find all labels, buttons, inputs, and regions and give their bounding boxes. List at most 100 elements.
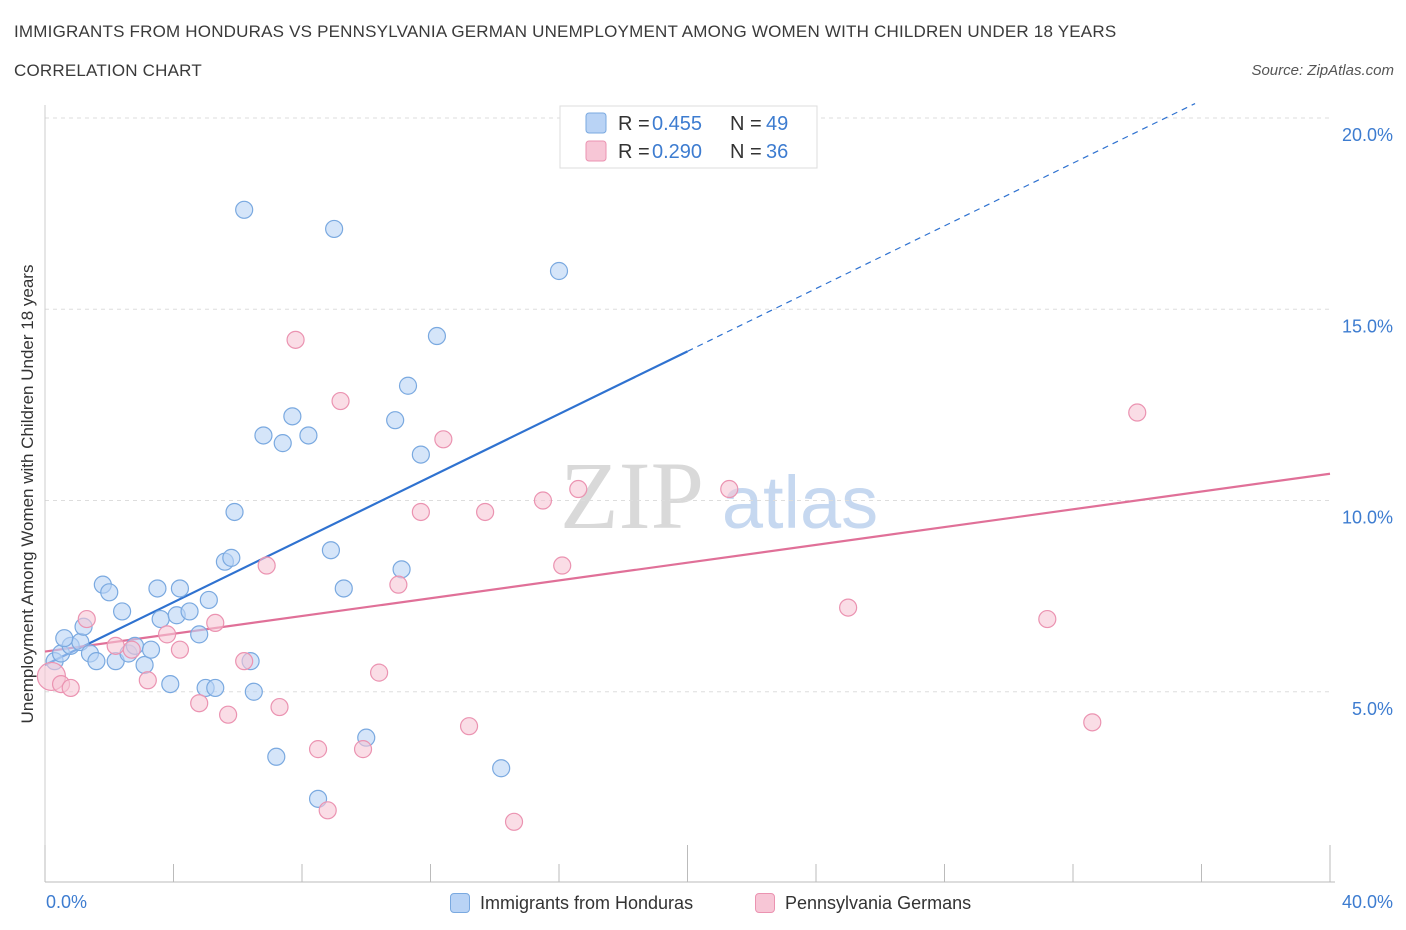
legend-swatch-honduras (450, 893, 470, 913)
legend-n-value-1: 49 (766, 113, 788, 135)
point-honduras-32 (254, 426, 273, 445)
point-pa-german-28 (553, 556, 572, 575)
trend-line-honduras (44, 350, 688, 666)
point-pa-german-13 (257, 556, 276, 575)
point-honduras-16 (148, 579, 167, 598)
point-honduras-38 (321, 541, 341, 560)
point-pa-german-26 (504, 812, 524, 831)
point-pa-german-21 (389, 575, 408, 594)
point-honduras-14 (135, 655, 154, 675)
point-pa-german-15 (286, 330, 305, 349)
point-honduras-34 (273, 434, 292, 453)
point-pa-german-34 (1128, 403, 1147, 422)
point-honduras-36 (299, 426, 318, 445)
point-honduras-39 (325, 219, 344, 239)
point-honduras-17 (151, 609, 170, 629)
point-pa-german-7 (157, 625, 177, 644)
point-pa-german-18 (331, 391, 350, 411)
legend-swatch-pink (585, 140, 607, 162)
point-honduras-48 (549, 261, 569, 281)
x-tick-label-max: 40.0% (1342, 892, 1393, 912)
legend-n-label-1: N = (730, 113, 762, 135)
point-pa-german-8 (170, 640, 190, 659)
point-honduras-22 (190, 625, 209, 644)
point-pa-german-32 (1038, 609, 1057, 629)
point-pa-german-11 (219, 705, 238, 724)
point-pa-german-17 (318, 801, 337, 820)
watermark-atlas: atlas (722, 461, 878, 544)
point-honduras-31 (244, 682, 263, 701)
source-credit: Source: ZipAtlas.com (1251, 62, 1394, 79)
point-honduras-33 (267, 747, 286, 766)
point-honduras-21 (180, 602, 199, 621)
point-pa-german-31 (839, 598, 858, 617)
legend-label-honduras: Immigrants from Honduras (480, 892, 694, 913)
point-honduras-47 (492, 759, 511, 778)
point-honduras-43 (392, 560, 411, 579)
point-pa-german-19 (353, 740, 373, 759)
legend-r-label-2: R = (618, 141, 650, 163)
y-tick-label-15: 15.0% (1342, 316, 1393, 336)
point-pa-german-12 (235, 652, 254, 671)
point-pa-german-29 (569, 479, 588, 499)
point-honduras-29 (235, 200, 254, 219)
point-honduras-44 (398, 376, 418, 395)
legend-item-pa-german: Pennsylvania Germans (755, 888, 971, 918)
point-honduras-45 (411, 445, 430, 464)
point-honduras-18 (161, 674, 180, 694)
legend-swatch-pa-german (755, 893, 775, 913)
legend-label-pa-german: Pennsylvania Germans (785, 892, 972, 913)
legend-swatch-blue (585, 112, 607, 134)
y-tick-label-5: 5.0% (1352, 699, 1393, 719)
legend-n-value-2: 36 (766, 141, 788, 163)
point-pa-german-25 (476, 502, 495, 522)
y-axis-label: Unemployment Among Women with Children U… (18, 265, 37, 724)
point-honduras-7 (87, 652, 106, 671)
chart-subtitle: CORRELATION CHART (14, 61, 202, 80)
point-honduras-15 (141, 640, 161, 659)
point-honduras-20 (170, 579, 190, 598)
point-honduras-25 (206, 678, 225, 698)
point-honduras-4 (55, 629, 74, 648)
point-pa-german-10 (206, 613, 225, 633)
watermark: ZIP atlas (560, 442, 878, 549)
point-pa-german-5 (122, 640, 141, 659)
point-pa-german-24 (459, 717, 479, 736)
point-pa-german-23 (434, 430, 453, 449)
point-pa-german-14 (270, 697, 289, 717)
point-honduras-40 (334, 579, 353, 598)
y-tick-label-20: 20.0% (1342, 125, 1393, 145)
point-honduras-28 (225, 502, 244, 522)
point-pa-german-27 (533, 491, 553, 510)
y-tick-label-10: 10.0% (1342, 508, 1393, 528)
legend-n-label-2: N = (730, 141, 762, 163)
point-pa-german-4 (106, 636, 125, 655)
point-honduras-42 (386, 411, 405, 430)
legend-r-value-1: 0.455 (652, 113, 702, 135)
point-honduras-9 (100, 583, 119, 602)
point-honduras-46 (427, 326, 447, 346)
point-pa-german-6 (138, 671, 157, 690)
chart-title: IMMIGRANTS FROM HONDURAS VS PENNSYLVANIA… (14, 22, 1117, 41)
legend-bottom: Immigrants from Honduras Pennsylvania Ge… (0, 888, 1406, 918)
point-honduras-10 (112, 602, 132, 621)
legend-r-label-1: R = (618, 113, 650, 135)
point-pa-german-20 (370, 663, 389, 682)
point-pa-german-3 (77, 609, 96, 629)
x-tick-labels: 0.0% 40.0% (46, 892, 1393, 912)
legend-top: R = 0.455 N = 49 R = 0.290 N = 36 (559, 105, 818, 169)
point-honduras-35 (283, 407, 302, 426)
series-pa-german-points (36, 330, 1147, 831)
legend-r-value-2: 0.290 (652, 141, 702, 163)
point-honduras-27 (222, 548, 241, 567)
point-pa-german-22 (411, 502, 430, 522)
y-tick-labels: 5.0% 10.0% 15.0% 20.0% (1342, 125, 1393, 719)
point-pa-german-2 (61, 678, 80, 698)
point-pa-german-33 (1083, 713, 1102, 732)
point-pa-german-9 (190, 694, 209, 713)
point-pa-german-30 (720, 479, 739, 499)
trend-lines (44, 103, 1331, 666)
series-honduras-points (45, 200, 569, 808)
point-pa-german-16 (308, 740, 328, 759)
